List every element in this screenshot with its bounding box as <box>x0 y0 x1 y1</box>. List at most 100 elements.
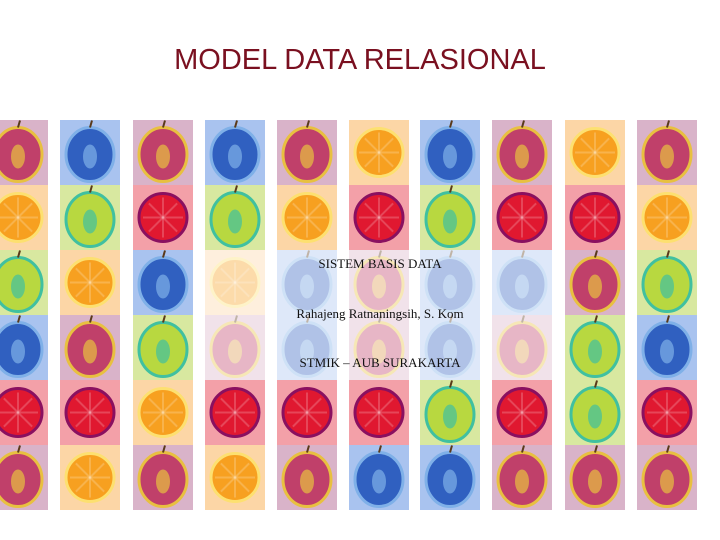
fruit <box>0 192 44 243</box>
core <box>515 144 529 169</box>
core <box>443 144 457 169</box>
segment <box>306 202 322 219</box>
fruit <box>281 387 333 438</box>
segment <box>148 216 164 233</box>
fruit <box>641 387 693 438</box>
segment <box>521 216 537 233</box>
segment <box>666 202 682 219</box>
segment <box>75 397 91 414</box>
segment <box>89 462 105 479</box>
core <box>660 274 674 299</box>
stem <box>666 445 670 453</box>
segment <box>162 397 178 414</box>
stem <box>666 120 670 128</box>
segment <box>75 411 91 428</box>
segment <box>306 216 322 233</box>
segment <box>378 202 394 219</box>
stem <box>306 120 310 128</box>
fruit <box>496 387 548 438</box>
segment <box>3 216 19 233</box>
segment <box>521 411 537 428</box>
segment <box>3 411 19 428</box>
segment <box>594 202 610 219</box>
segment <box>75 476 91 493</box>
segment <box>507 216 523 233</box>
fruit <box>353 387 405 438</box>
core <box>588 274 602 299</box>
segment <box>89 267 105 284</box>
core <box>443 209 457 234</box>
stem <box>449 380 453 388</box>
segment <box>3 397 19 414</box>
segment <box>364 137 380 154</box>
fruit <box>0 387 44 438</box>
segment <box>507 411 523 428</box>
stem <box>17 315 21 323</box>
core <box>660 144 674 169</box>
segment <box>306 397 322 414</box>
segment <box>148 411 164 428</box>
segment <box>507 397 523 414</box>
core <box>83 144 97 169</box>
segment <box>89 411 105 428</box>
fruit <box>641 192 693 243</box>
segment <box>521 397 537 414</box>
core <box>660 339 674 364</box>
stem <box>162 445 166 453</box>
course-name: SISTEM BASIS DATA <box>318 256 442 271</box>
segment <box>594 137 610 154</box>
core <box>300 144 314 169</box>
core <box>300 469 314 494</box>
fruit <box>64 387 116 438</box>
core <box>83 209 97 234</box>
fruit <box>64 452 116 503</box>
stem <box>449 445 453 453</box>
segment <box>292 202 308 219</box>
segment <box>75 462 91 479</box>
text-panel <box>205 250 555 380</box>
stem <box>666 315 670 323</box>
slide-title: MODEL DATA RELASIONAL <box>174 44 546 76</box>
segment <box>521 202 537 219</box>
segment <box>17 202 33 219</box>
fruit <box>569 192 621 243</box>
segment <box>666 411 682 428</box>
segment <box>666 216 682 233</box>
segment <box>580 151 596 168</box>
segment <box>652 411 668 428</box>
segment <box>594 151 610 168</box>
segment <box>220 397 236 414</box>
core <box>156 144 170 169</box>
segment <box>666 397 682 414</box>
segment <box>580 216 596 233</box>
stem <box>89 315 93 323</box>
segment <box>162 202 178 219</box>
segment <box>220 476 236 493</box>
core <box>11 144 25 169</box>
segment <box>292 216 308 233</box>
stem <box>89 185 93 193</box>
segment <box>378 151 394 168</box>
stem <box>449 185 453 193</box>
segment <box>364 202 380 219</box>
segment <box>89 476 105 493</box>
segment <box>17 216 33 233</box>
stem <box>17 445 21 453</box>
segment <box>652 397 668 414</box>
author: Rahajeng Ratnaningsih, S. Kom <box>296 306 464 321</box>
fruit <box>209 452 261 503</box>
segment <box>292 397 308 414</box>
segment <box>75 267 91 284</box>
segment <box>652 202 668 219</box>
core <box>228 209 242 234</box>
segment <box>234 476 250 493</box>
segment <box>378 216 394 233</box>
segment <box>148 202 164 219</box>
segment <box>148 397 164 414</box>
segment <box>234 411 250 428</box>
stem <box>378 445 382 453</box>
fruit <box>353 192 405 243</box>
segment <box>162 216 178 233</box>
fruit <box>281 192 333 243</box>
